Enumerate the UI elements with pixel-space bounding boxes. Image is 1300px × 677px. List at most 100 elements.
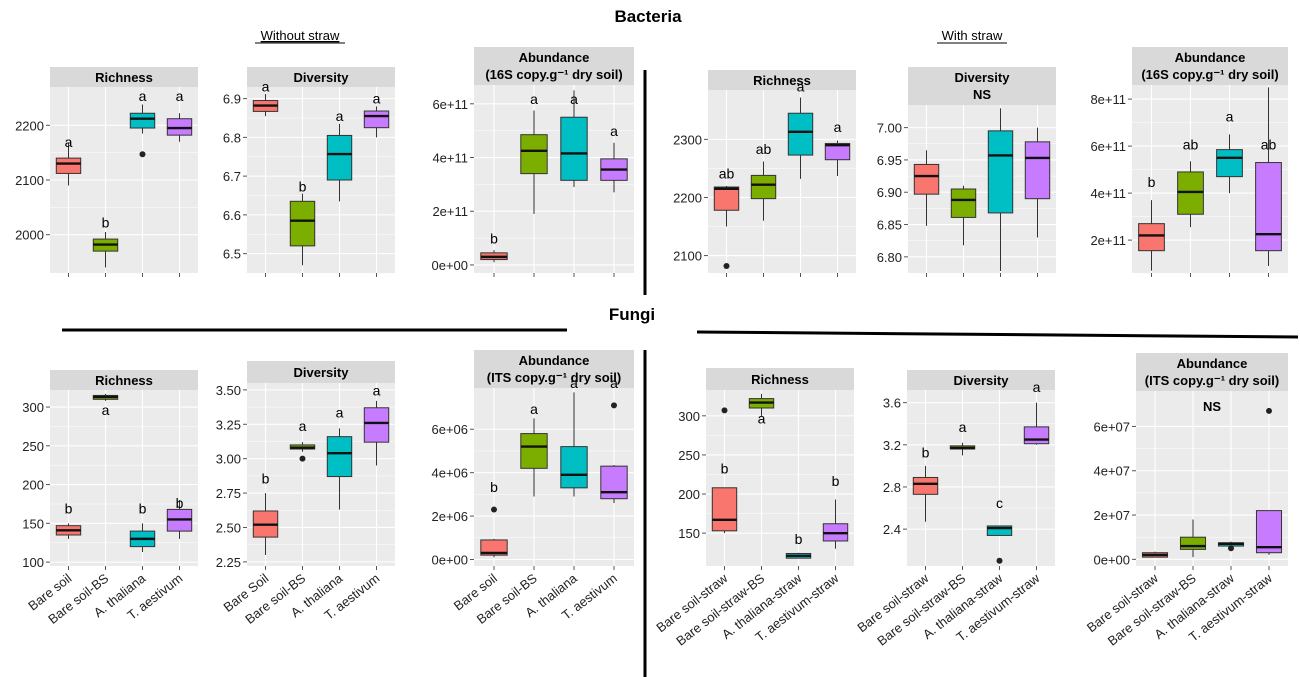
y-tick-label: 2300 (673, 132, 702, 147)
panel-b1: Richness 2000 2100 2200 a b a a (15, 67, 198, 277)
significance-letter: b (795, 531, 803, 547)
box-iqr (987, 130, 1014, 214)
box-2 (289, 193, 316, 266)
significance-letter: a (336, 404, 344, 420)
panel-title: Diversity (955, 70, 1011, 85)
significance-letter: a (176, 88, 184, 104)
box-2 (289, 442, 316, 462)
y-tick-label: 6e+07 (1093, 419, 1130, 434)
outlier-point (139, 151, 146, 158)
significance-letter: a (65, 134, 73, 150)
box-3 (1216, 134, 1243, 194)
y-tick-label: 2e+11 (1090, 233, 1126, 248)
panel-title: Richness (753, 73, 811, 88)
y-tick-label: 4e+07 (1093, 464, 1130, 479)
box-1 (1141, 551, 1169, 558)
y-tick-label: 0e+00 (431, 552, 468, 567)
y-tick-label: 2100 (673, 249, 702, 264)
panel-b5: Diversity NS 6.80 6.85 6.90 6.95 7.00 (877, 67, 1056, 277)
y-tick-label: 0e+00 (1093, 552, 1130, 567)
box-iqr (289, 200, 316, 247)
box-3 (129, 104, 156, 158)
box-3 (326, 428, 353, 510)
significance-letter: a (373, 90, 381, 106)
significance-letter: b (922, 444, 930, 460)
y-tick-label: 300 (678, 409, 700, 424)
significance-letter: a (758, 411, 766, 427)
significance-letter: b (176, 495, 184, 511)
box-1 (252, 93, 279, 117)
with-straw-label: With straw (942, 28, 1003, 43)
outlier-point (299, 455, 306, 462)
strip-f1 (50, 370, 198, 390)
y-tick-label: 6.6 (223, 208, 241, 223)
panel-title: (16S copy.g⁻¹ dry soil) (1141, 67, 1278, 82)
y-tick-label: 200 (22, 478, 44, 493)
box-2 (92, 231, 119, 268)
y-tick-label: 150 (22, 516, 44, 531)
y-tick-label: 2200 (673, 190, 702, 205)
y-tick-label: 6.95 (877, 153, 902, 168)
panel-title: Diversity (294, 365, 350, 380)
box-3 (987, 108, 1014, 272)
outlier-point (611, 402, 617, 409)
strip-b3 (474, 47, 634, 85)
significance-letter: a (610, 123, 618, 139)
significance-letter: b (490, 479, 498, 495)
box-4 (600, 142, 628, 193)
box-1 (913, 150, 940, 226)
y-tick-label: 8e+11 (1090, 92, 1126, 107)
panel-title: NS (973, 87, 991, 102)
y-tick-label: 2.50 (216, 520, 241, 535)
outlier-point (1266, 407, 1272, 414)
box-iqr (363, 407, 390, 443)
box-4 (822, 499, 849, 549)
box-3 (787, 97, 814, 179)
y-tick-label: 6.9 (223, 92, 241, 107)
y-tick-label: 250 (678, 448, 700, 463)
significance-letter: ab (1261, 137, 1277, 153)
box-iqr (560, 446, 588, 489)
y-tick-label: 100 (22, 555, 44, 570)
box-iqr (480, 539, 508, 556)
panel-f3: Abundance (ITS copy.g⁻¹ dry soil) 0e+00 2e+… (431, 350, 634, 627)
box-iqr (1138, 223, 1165, 252)
box-2 (750, 161, 777, 221)
box-iqr (1255, 162, 1282, 252)
y-tick-label: 2000 (15, 228, 44, 243)
significance-letter: b (65, 500, 73, 516)
box-2 (92, 393, 119, 401)
plot-area (50, 390, 198, 566)
significance-letter: a (262, 79, 270, 95)
plot-area (708, 90, 856, 273)
strip-b6 (1132, 47, 1288, 85)
box-iqr (912, 476, 939, 495)
y-tick-label: 7.00 (877, 121, 902, 136)
box-iqr (1216, 149, 1243, 178)
strip-b2 (247, 67, 395, 87)
box-1 (713, 185, 740, 270)
y-tick-label: 6.90 (877, 185, 902, 200)
panel-title: Diversity (294, 70, 350, 85)
box-3 (785, 552, 812, 559)
box-iqr (824, 142, 851, 161)
y-tick-label: 200 (678, 487, 700, 502)
panel-title: (ITS copy.g⁻¹ dry soil) (1145, 373, 1279, 388)
box-1 (912, 465, 939, 522)
panel-title: Diversity (954, 373, 1010, 388)
significance-letter: b (299, 179, 307, 195)
significance-letter: b (1148, 174, 1156, 190)
panel-b6: Abundance (16S copy.g⁻¹ dry soil) 2e+11 4e+… (1090, 47, 1288, 277)
y-tick-label: 0e+00 (431, 258, 468, 273)
y-tick-label: 2.25 (216, 555, 241, 570)
strip-f2 (247, 361, 395, 383)
box-iqr (1179, 536, 1207, 550)
box-4 (600, 402, 628, 504)
box-2 (949, 442, 976, 456)
strip-f3 (474, 350, 634, 388)
significance-letter: a (1226, 108, 1234, 124)
panel-b2: Diversity 6.5 6.6 6.7 6.8 6.9 a b a a (223, 67, 395, 277)
